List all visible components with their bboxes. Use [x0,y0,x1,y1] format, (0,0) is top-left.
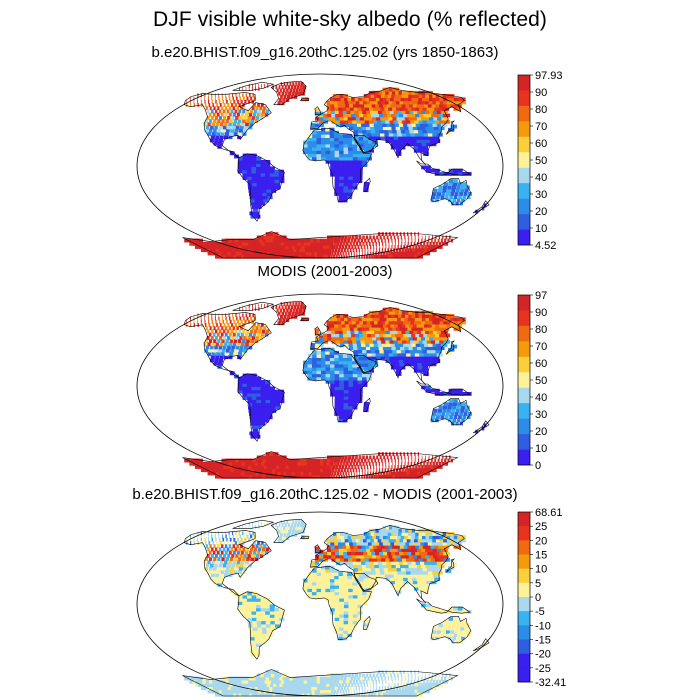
colorbar-tick-label: 30 [535,409,547,421]
panel-2-map [136,293,504,479]
colorbar-tick-label: 80 [535,324,547,336]
colorbar-tick-label: 20 [535,535,547,547]
panel-2-title: MODIS (2001-2003) [257,263,393,280]
colorbar-tick-label: 15 [535,550,547,562]
colorbar-tick-label: 0 [535,592,541,604]
colorbar-tick-label: 68.61 [535,507,563,519]
colorbar-tick-label: 40 [535,392,547,404]
panel-3-colorbar: 68.61 25 20 15 10 5 0 -5 -10 -15 -20 -25 -32.41 [517,507,566,689]
colorbar-tick-label: 10 [535,564,547,576]
colorbar-tick-label: 60 [535,358,547,370]
colorbar-tick-label: -25 [535,663,551,675]
colorbar-tick-label: -32.41 [535,677,566,689]
colorbar-tick-label: 50 [535,375,547,387]
panel-3-title: b.e20.BHIST.f09_g16.20thC.125.02 - MODIS… [132,486,518,503]
panel-1-title: b.e20.BHIST.f09_g16.20thC.125.02 (yrs 18… [151,44,499,61]
colorbar-tick-label: 10 [535,223,547,235]
colorbar-tick-label: -20 [535,649,551,661]
colorbar-tick-label: 30 [535,189,547,201]
colorbar-tick-label: 25 [535,521,547,533]
colorbar-tick-label: 20 [535,426,547,438]
panel-2-colorbar: 97 90 80 70 60 50 40 30 20 10 0 [517,290,547,472]
colorbar-tick-label: -15 [535,635,551,647]
colorbar-tick-label: 70 [535,341,547,353]
colorbar-tick-label: 90 [535,307,547,319]
colorbar-tick-label: 50 [535,155,547,167]
figure-title: DJF visible white-sky albedo (% reflecte… [152,8,547,31]
colorbar-tick-label: 60 [535,138,547,150]
panel-1-map [136,73,504,259]
colorbar-tick-label: 4.52 [535,240,556,252]
colorbar-tick-label: -10 [535,620,551,632]
colorbar-tick-label: 70 [535,121,547,133]
colorbar-tick-label: 0 [535,460,541,472]
colorbar-tick-label: -5 [535,606,545,618]
colorbar-tick-label: 20 [535,206,547,218]
colorbar-tick-label: 90 [535,87,547,99]
panel-1-colorbar: 97.93 90 80 70 60 50 40 30 20 10 4.52 [517,70,563,252]
colorbar-tick-label: 40 [535,172,547,184]
colorbar-tick-label: 97 [535,290,547,302]
colorbar-tick-label: 80 [535,104,547,116]
colorbar-tick-label: 97.93 [535,70,563,82]
colorbar-tick-label: 10 [535,443,547,455]
colorbar-tick-label: 5 [535,578,541,590]
panel-3-map [136,511,504,697]
